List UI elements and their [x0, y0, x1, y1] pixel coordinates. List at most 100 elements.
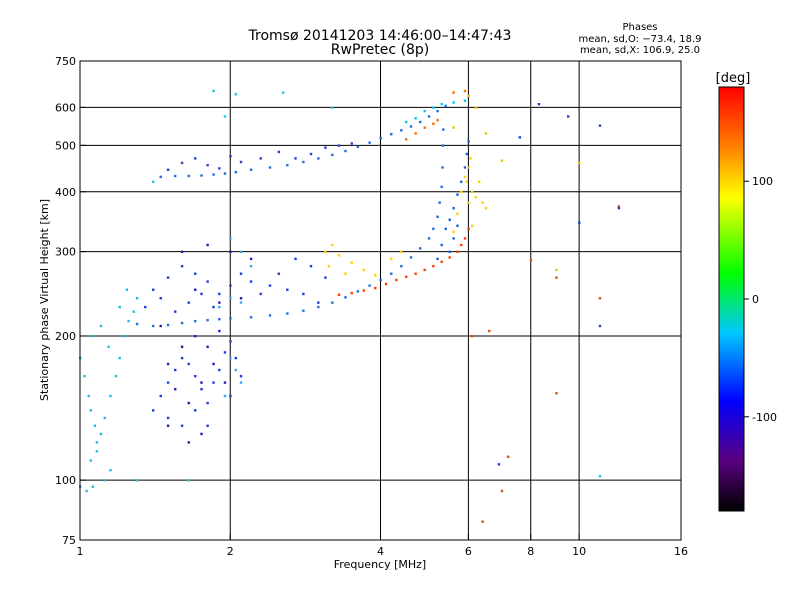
- data-point: [518, 136, 522, 139]
- data-point: [463, 175, 467, 179]
- data-point: [229, 340, 232, 343]
- data-point: [331, 301, 334, 304]
- data-point: [109, 469, 112, 472]
- data-point: [200, 381, 203, 384]
- chart-title: Tromsø 20141203 14:46:00–14:47:43: [248, 28, 512, 44]
- data-point: [281, 91, 285, 94]
- data-point: [331, 243, 334, 247]
- data-point: [500, 489, 504, 493]
- data-point: [470, 224, 474, 227]
- data-point: [229, 250, 232, 254]
- data-point: [474, 106, 477, 109]
- x-axis-label: Frequency [MHz]: [334, 558, 426, 571]
- data-point: [452, 230, 455, 234]
- colorbar-tick-label: 0: [752, 293, 759, 306]
- data-point: [441, 144, 445, 147]
- data-point: [223, 172, 227, 175]
- data-point: [180, 264, 184, 268]
- data-point: [379, 278, 382, 282]
- data-point: [317, 157, 320, 160]
- data-point: [405, 275, 408, 279]
- data-point: [598, 297, 602, 300]
- data-point: [159, 394, 162, 398]
- data-point: [135, 322, 139, 326]
- data-point: [440, 260, 443, 263]
- data-point: [212, 381, 215, 384]
- x-tick-label: 1: [77, 545, 84, 558]
- data-point: [166, 276, 170, 279]
- data-point: [452, 126, 455, 129]
- data-point: [173, 174, 177, 178]
- data-point: [331, 153, 334, 157]
- data-point: [239, 272, 243, 275]
- data-point: [212, 173, 215, 176]
- data-point: [405, 120, 408, 124]
- data-point: [277, 150, 281, 154]
- data-point: [234, 170, 238, 174]
- data-point: [414, 132, 417, 135]
- x-tick-label: 2: [227, 545, 234, 558]
- data-point: [465, 180, 468, 184]
- data-point: [427, 237, 431, 240]
- data-point: [456, 224, 459, 227]
- data-point: [400, 250, 403, 254]
- colorbar-tick-label: 100: [752, 175, 773, 188]
- data-point: [206, 345, 209, 349]
- data-point: [617, 205, 621, 208]
- data-point: [578, 161, 581, 165]
- data-point: [436, 215, 439, 218]
- data-point: [337, 254, 341, 257]
- y-axis-label: Stationary phase Virtual Height [km]: [38, 199, 51, 401]
- data-point: [488, 329, 491, 333]
- data-point: [390, 133, 393, 136]
- legend-line-x: mean, sd,X: 106.9, 25.0: [580, 45, 700, 56]
- data-point: [239, 374, 243, 378]
- data-point: [223, 394, 227, 398]
- x-tick-label: 16: [674, 545, 688, 558]
- data-point: [432, 122, 435, 126]
- data-point: [452, 237, 455, 240]
- data-point: [452, 91, 455, 94]
- data-point: [194, 409, 197, 412]
- data-point: [249, 316, 253, 319]
- data-point: [537, 102, 541, 106]
- data-point: [331, 106, 334, 109]
- data-point: [180, 250, 184, 254]
- data-point: [239, 381, 243, 384]
- data-point: [173, 368, 177, 372]
- data-point: [249, 264, 253, 268]
- data-point: [441, 166, 444, 169]
- data-point: [194, 157, 197, 160]
- data-point: [218, 301, 221, 304]
- data-point: [423, 268, 426, 272]
- data-point: [194, 272, 197, 275]
- data-point: [444, 227, 447, 231]
- data-point: [180, 345, 184, 349]
- x-tick-label: 8: [527, 545, 534, 558]
- data-point: [344, 272, 347, 275]
- data-point: [212, 305, 215, 309]
- data-point: [212, 362, 215, 366]
- data-point: [463, 237, 467, 240]
- data-point: [206, 401, 209, 405]
- data-point: [239, 297, 243, 300]
- data-point: [135, 479, 139, 482]
- data-point: [180, 321, 184, 325]
- data-point: [456, 212, 459, 216]
- data-point: [467, 227, 470, 231]
- data-point: [456, 250, 459, 254]
- data-point: [414, 272, 417, 275]
- data-point: [151, 180, 155, 184]
- data-point: [180, 161, 184, 165]
- data-point: [423, 126, 426, 129]
- data-point: [356, 290, 360, 293]
- data-point: [460, 243, 463, 247]
- data-point: [259, 292, 262, 296]
- colorbar-label: [deg]: [716, 71, 751, 86]
- data-point: [218, 368, 221, 372]
- data-point: [467, 140, 470, 143]
- data-point: [109, 394, 112, 398]
- data-point: [302, 160, 305, 164]
- data-point: [200, 432, 203, 436]
- data-point: [180, 356, 184, 360]
